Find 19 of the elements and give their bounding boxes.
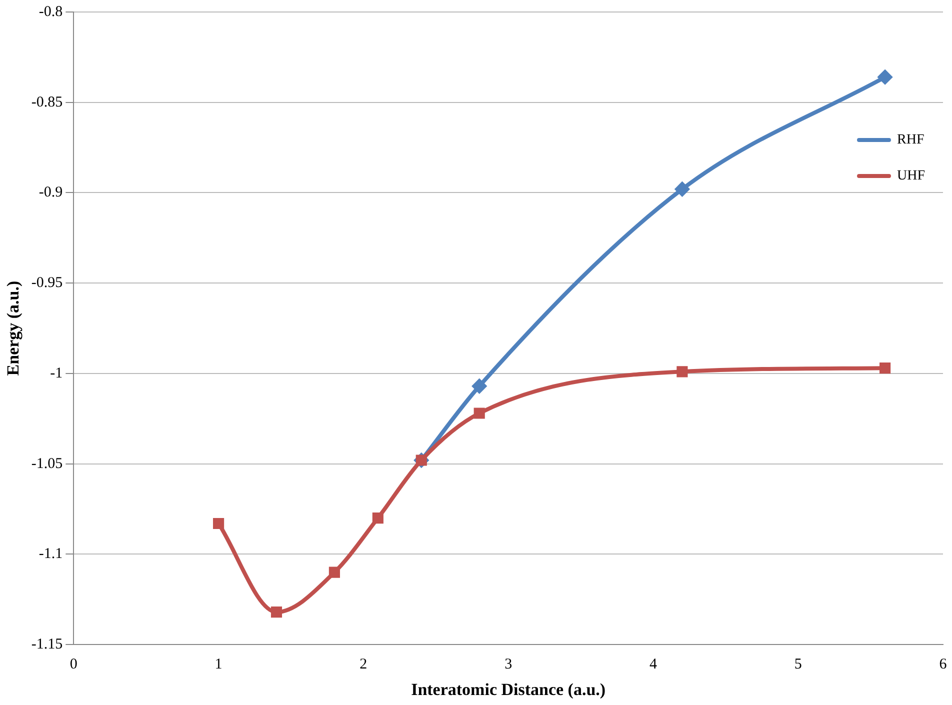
y-tick-label: -1: [50, 365, 63, 382]
x-tick-label: 0: [70, 656, 78, 673]
y-tick-label: -1.1: [38, 546, 63, 562]
x-tick-label: 5: [794, 656, 802, 673]
y-tick-label: -0.8: [38, 4, 63, 20]
y-tick-label: -0.9: [38, 184, 63, 201]
y-tick-label: -1.15: [31, 636, 63, 653]
x-tick-label: 2: [360, 656, 368, 673]
legend-label: UHF: [896, 168, 926, 184]
x-tick-label: 4: [649, 656, 658, 673]
x-axis-title: Interatomic Distance (a.u.): [411, 680, 606, 700]
y-tick-label: -1.05: [31, 456, 63, 472]
legend-label: RHF: [896, 132, 924, 148]
y-tick-label: -0.85: [31, 94, 63, 110]
x-tick-label: 6: [939, 656, 948, 673]
x-tick-label: 1: [214, 656, 222, 673]
y-tick-label: -0.95: [31, 275, 63, 292]
x-tick-label: 3: [504, 656, 512, 673]
y-axis-title: Energy (a.u.): [4, 280, 23, 376]
